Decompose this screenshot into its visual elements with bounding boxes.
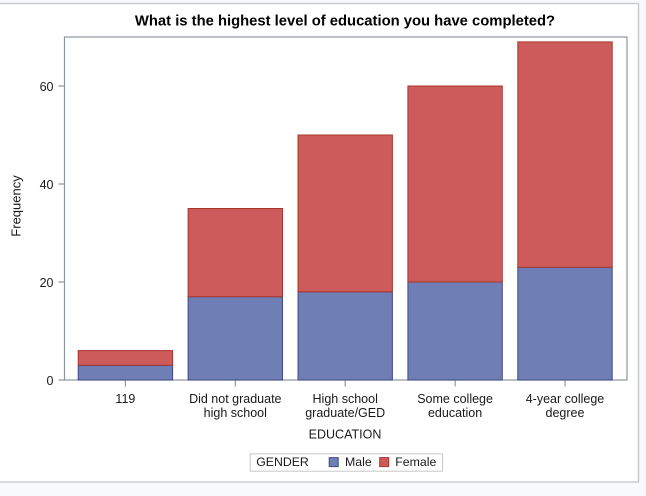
svg-text:Male: Male (345, 455, 372, 469)
svg-text:GENDER: GENDER (256, 455, 309, 469)
svg-text:Did not graduate: Did not graduate (189, 392, 281, 406)
svg-text:high school: high school (204, 406, 267, 420)
svg-text:education: education (428, 406, 482, 420)
svg-text:High school: High school (313, 392, 378, 406)
svg-text:Female: Female (395, 455, 436, 469)
svg-text:4-year college: 4-year college (526, 392, 605, 406)
svg-text:degree: degree (546, 406, 585, 420)
svg-text:119: 119 (115, 392, 135, 406)
svg-text:0: 0 (47, 374, 54, 388)
svg-text:EDUCATION: EDUCATION (309, 428, 382, 442)
svg-text:60: 60 (40, 80, 54, 94)
svg-text:What is the highest level of e: What is the highest level of education y… (135, 14, 555, 30)
svg-text:40: 40 (40, 178, 54, 192)
svg-text:Some college: Some college (417, 392, 493, 406)
svg-text:20: 20 (40, 276, 54, 290)
svg-text:graduate/GED: graduate/GED (305, 406, 385, 420)
svg-text:Frequency: Frequency (9, 175, 24, 237)
